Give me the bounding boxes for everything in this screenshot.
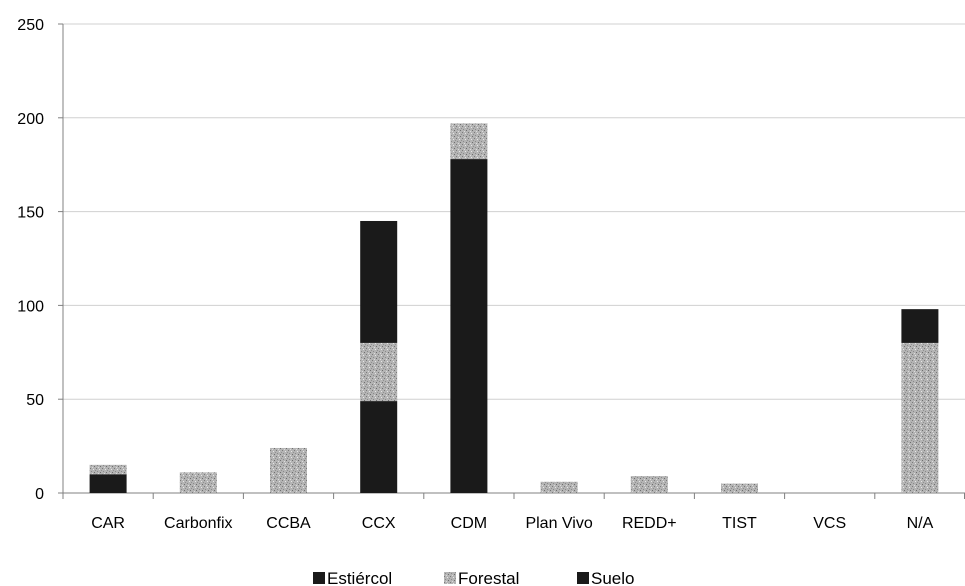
- x-tick-label: N/A: [907, 515, 934, 532]
- bar-segment: [360, 220, 398, 343]
- bar-segment: [179, 472, 217, 493]
- gridlines: [63, 23, 965, 400]
- x-tick-label: Plan Vivo: [525, 515, 592, 532]
- x-tick-label: REDD+: [622, 515, 677, 532]
- legend-swatch: [444, 572, 456, 584]
- legend-swatch: [313, 572, 325, 584]
- legend-swatch: [577, 572, 589, 584]
- y-tick-label: 150: [17, 205, 44, 222]
- y-tick-labels: 0 50 100 150 200 250: [17, 17, 44, 503]
- x-tick-label: VCS: [813, 515, 846, 532]
- bar-segment: [901, 309, 939, 343]
- legend-label: Estiércol: [327, 569, 392, 586]
- bar-segment: [450, 159, 488, 493]
- bar-segment: [630, 476, 668, 493]
- bar-segment: [89, 474, 127, 493]
- x-tick-label: CCX: [362, 515, 396, 532]
- bar-segment: [360, 342, 398, 402]
- bar-segment: [540, 481, 578, 493]
- y-tick-label: 0: [35, 486, 44, 503]
- x-tick-label: CCBA: [266, 515, 311, 532]
- x-tick-label: TIST: [722, 515, 757, 532]
- legend-label: Forestal: [458, 569, 519, 586]
- legend-label: Suelo: [591, 569, 634, 586]
- bars: [89, 123, 939, 493]
- y-tick-label: 200: [17, 111, 44, 128]
- x-tick-labels: CAR Carbonfix CCBA CCX CDM Plan Vivo REDD+ TIST…: [91, 515, 933, 532]
- x-tick-label: CAR: [91, 515, 125, 532]
- y-tick-label: 100: [17, 298, 44, 315]
- bar-segment: [721, 483, 758, 493]
- bar-segment: [901, 342, 939, 493]
- axes: [58, 23, 965, 499]
- x-tick-label: CDM: [451, 515, 487, 532]
- y-tick-label: 50: [26, 392, 44, 409]
- bar-segment: [89, 464, 127, 475]
- bar-segment: [360, 401, 398, 493]
- bar-segment: [270, 447, 307, 493]
- bar-segment: [450, 123, 488, 160]
- y-tick-label: 250: [17, 17, 44, 34]
- legend: Estiércol Forestal Suelo: [313, 569, 634, 586]
- x-tick-label: Carbonfix: [164, 515, 232, 532]
